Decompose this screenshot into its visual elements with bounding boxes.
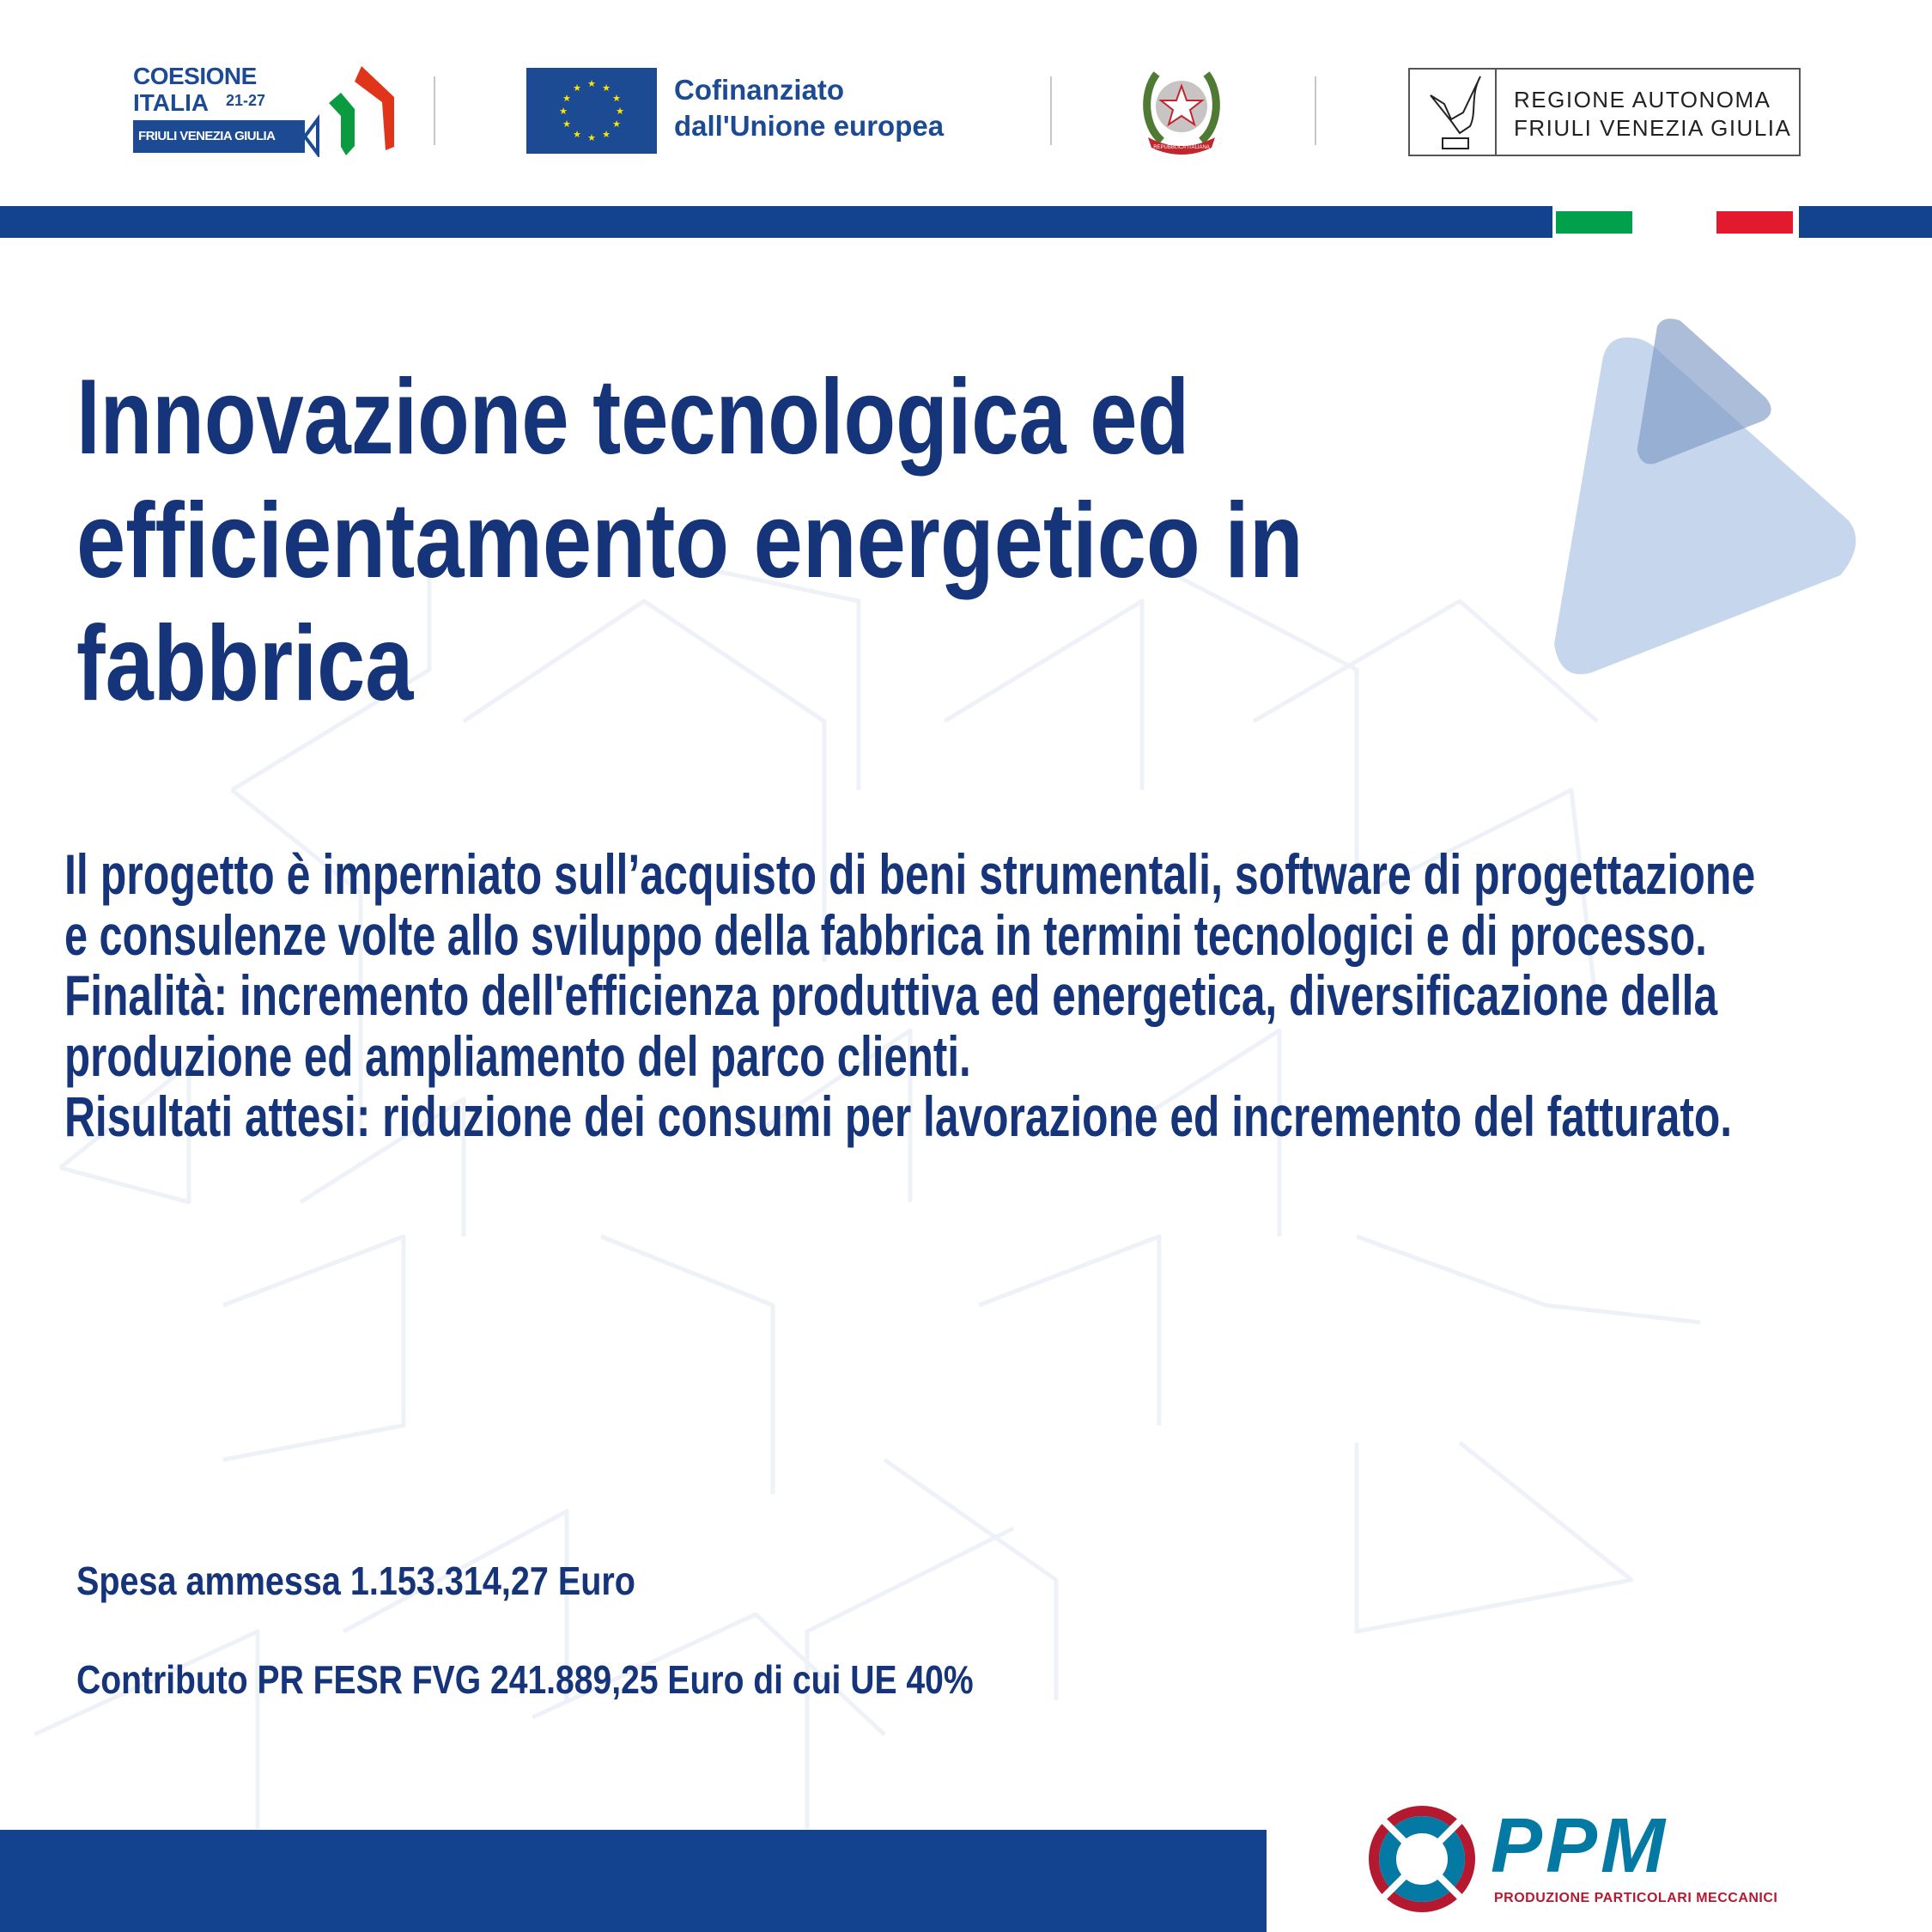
eagle-icon [1430,76,1481,149]
page-title-line-1: Innovazione tecnologica ed [76,358,1190,477]
ppm-subtitle: PRODUZIONE PARTICOLARI MECCANICI [1494,1891,1778,1905]
description-line-1: Il progetto è imperniato sull’acquisto d… [64,842,1756,906]
svg-text:★: ★ [612,94,621,104]
region-logo-divider [1495,70,1497,155]
footer-blue-bar [0,1830,1267,1932]
coesione-text: COESIONE [133,63,257,89]
description-line-3: Finalità: incremento dell'efficienza pro… [64,963,1718,1027]
italian-flag [1552,206,1799,238]
contributo: Contributo PR FESR FVG 241.889,25 Euro d… [76,1657,974,1702]
eu-flag-icon: ★ ★ ★ ★ ★ ★ ★ ★ ★ ★ ★ ★ [526,68,657,154]
flag-green [1556,211,1632,234]
svg-text:★: ★ [573,83,581,94]
description-line-2: e consulenze volte allo sviluppo della f… [64,903,1707,967]
svg-text:★: ★ [587,79,596,89]
regione-fvg-logo: REGIONE AUTONOMA FRIULI VENEZIA GIULIA [1408,68,1801,156]
svg-text:★: ★ [587,133,596,143]
page-title-line-3: fabbrica [76,605,414,723]
description-line-5: Risultati attesi: riduzione dei consumi … [64,1084,1733,1148]
years-text: 21-27 [226,92,266,109]
svg-text:★: ★ [559,106,568,117]
eu-cofinanced-line2: dall'Unione europea [674,110,945,142]
ppm-logo: PPM PRODUZIONE PARTICOLARI MECCANICI [1364,1799,1790,1917]
eu-stars-icon: ★ ★★★ ★★★★ ★★★★ [559,79,624,143]
svg-text:★: ★ [616,106,624,117]
emblem-ribbon-text: REPUBBLICA ITALIANA [1153,145,1210,150]
page-title-line-2: efficientamento energetico in [76,482,1303,600]
coesione-arrow-icon [305,66,394,157]
svg-text:★: ★ [602,130,611,140]
pattern-shapes [33,564,1701,1829]
header-separator [1315,76,1316,145]
background-pattern [33,564,1701,1829]
svg-text:★: ★ [602,83,611,94]
header-separator [434,76,435,145]
header-separator [1050,76,1052,145]
eu-cofinanced-line1: Cofinanziato [674,74,844,106]
region-logo-line1: REGIONE AUTONOMA [1514,87,1771,112]
svg-text:★: ★ [573,130,581,140]
italia-text: ITALIA [133,89,210,116]
italian-republic-emblem-icon: REPUBBLICA ITALIANA [1143,71,1220,155]
svg-text:★: ★ [562,94,571,104]
region-logo-line2: FRIULI VENEZIA GIULIA [1514,115,1792,141]
region-badge-text: FRIULI VENEZIA GIULIA [138,129,276,143]
decorative-triangles [1554,319,1856,675]
spesa-ammessa: Spesa ammessa 1.153.314,27 Euro [76,1558,635,1603]
region-badge: FRIULI VENEZIA GIULIA [133,120,305,153]
coesione-italia-logo: COESIONE ITALIA 21-27 FRIULI VENEZIA GIU… [133,64,399,157]
svg-text:★: ★ [562,119,571,130]
svg-text:★: ★ [612,119,621,130]
ppm-wordmark: PPM [1491,1803,1669,1889]
ppm-ring-icon [1369,1806,1475,1912]
flag-red [1716,211,1793,234]
description-line-4: produzione ed ampliamento del parco clie… [64,1024,971,1088]
